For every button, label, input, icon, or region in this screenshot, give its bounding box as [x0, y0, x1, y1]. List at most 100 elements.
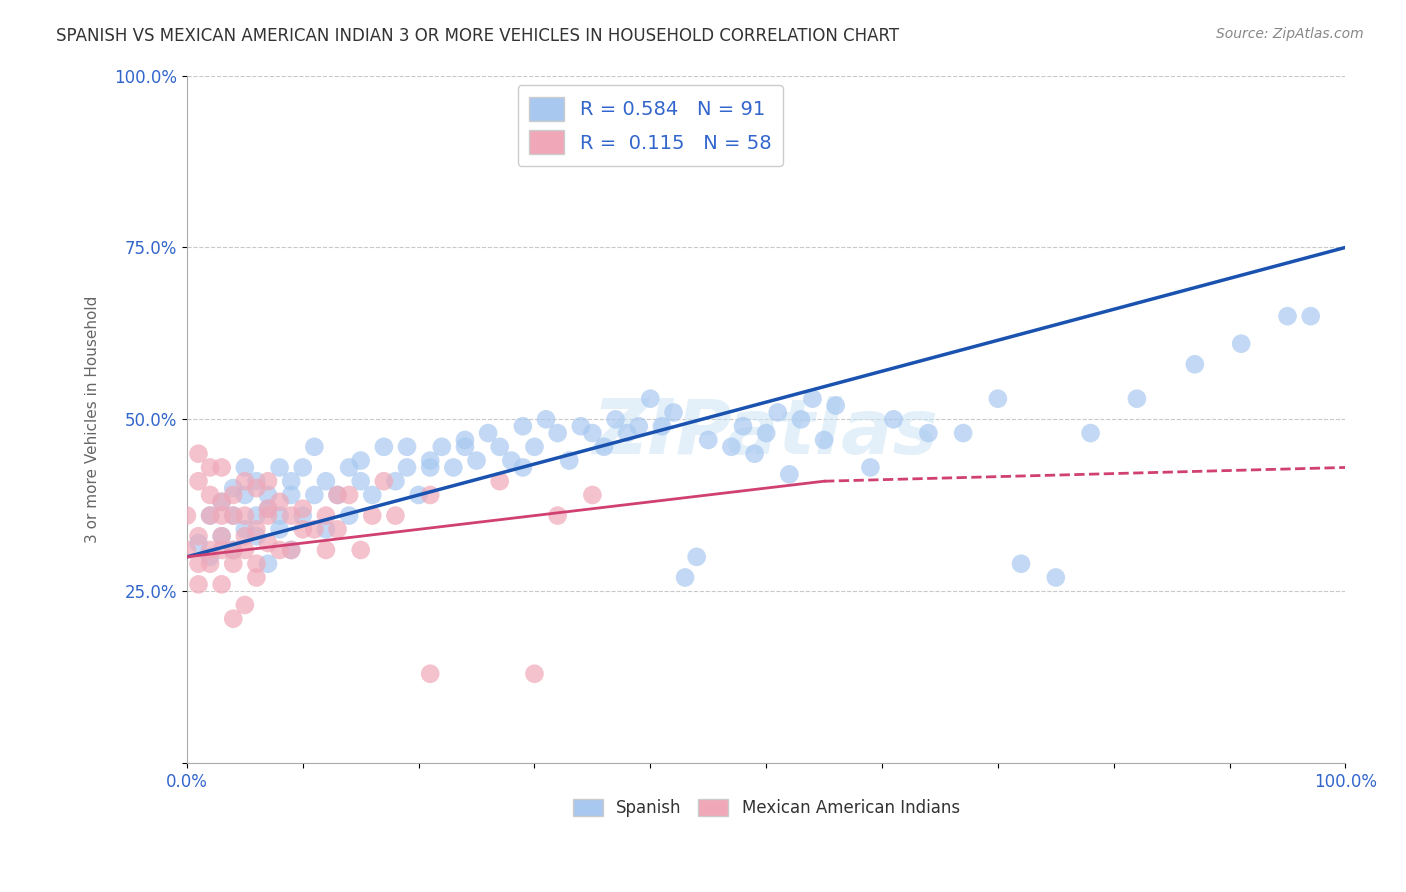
- Point: [315, 522, 337, 536]
- Point: [198, 508, 221, 523]
- Point: [326, 488, 349, 502]
- Point: [233, 522, 256, 536]
- Point: [350, 474, 373, 488]
- Point: [673, 570, 696, 584]
- Point: [280, 488, 302, 502]
- Point: [488, 440, 510, 454]
- Point: [233, 488, 256, 502]
- Point: [593, 440, 616, 454]
- Point: [419, 666, 441, 681]
- Point: [269, 543, 291, 558]
- Point: [465, 453, 488, 467]
- Point: [233, 543, 256, 558]
- Point: [824, 399, 846, 413]
- Point: [581, 488, 603, 502]
- Point: [280, 474, 302, 488]
- Point: [408, 488, 430, 502]
- Point: [430, 440, 453, 454]
- Point: [315, 474, 337, 488]
- Point: [1126, 392, 1149, 406]
- Point: [744, 447, 766, 461]
- Point: [245, 529, 267, 543]
- Point: [198, 488, 221, 502]
- Point: [395, 440, 418, 454]
- Point: [547, 426, 569, 441]
- Point: [187, 536, 209, 550]
- Point: [280, 543, 302, 558]
- Point: [291, 501, 314, 516]
- Point: [1010, 557, 1032, 571]
- Point: [605, 412, 627, 426]
- Point: [187, 577, 209, 591]
- Point: [952, 426, 974, 441]
- Point: [419, 453, 441, 467]
- Point: [245, 522, 267, 536]
- Point: [1045, 570, 1067, 584]
- Point: [187, 557, 209, 571]
- Point: [755, 426, 778, 441]
- Point: [269, 522, 291, 536]
- Point: [512, 419, 534, 434]
- Point: [257, 501, 280, 516]
- Point: [523, 666, 546, 681]
- Point: [269, 495, 291, 509]
- Point: [198, 543, 221, 558]
- Point: [233, 508, 256, 523]
- Point: [245, 474, 267, 488]
- Point: [280, 543, 302, 558]
- Point: [233, 460, 256, 475]
- Point: [257, 508, 280, 523]
- Point: [720, 440, 742, 454]
- Point: [512, 460, 534, 475]
- Point: [326, 488, 349, 502]
- Point: [280, 508, 302, 523]
- Point: [697, 433, 720, 447]
- Point: [501, 453, 523, 467]
- Point: [801, 392, 824, 406]
- Point: [211, 508, 233, 523]
- Point: [222, 543, 245, 558]
- Point: [211, 543, 233, 558]
- Point: [488, 474, 510, 488]
- Point: [187, 447, 209, 461]
- Point: [211, 495, 233, 509]
- Point: [257, 474, 280, 488]
- Point: [222, 543, 245, 558]
- Point: [245, 570, 267, 584]
- Point: [211, 460, 233, 475]
- Point: [523, 440, 546, 454]
- Point: [558, 453, 581, 467]
- Point: [337, 488, 360, 502]
- Point: [419, 460, 441, 475]
- Point: [766, 405, 789, 419]
- Point: [640, 392, 662, 406]
- Point: [315, 508, 337, 523]
- Point: [198, 460, 221, 475]
- Point: [454, 440, 477, 454]
- Point: [419, 488, 441, 502]
- Point: [291, 508, 314, 523]
- Point: [454, 433, 477, 447]
- Point: [361, 488, 384, 502]
- Point: [176, 508, 198, 523]
- Point: [731, 419, 754, 434]
- Point: [917, 426, 939, 441]
- Point: [662, 405, 685, 419]
- Point: [350, 453, 373, 467]
- Point: [222, 481, 245, 495]
- Point: [315, 543, 337, 558]
- Point: [211, 529, 233, 543]
- Point: [291, 522, 314, 536]
- Point: [211, 495, 233, 509]
- Point: [304, 522, 326, 536]
- Point: [441, 460, 464, 475]
- Point: [222, 508, 245, 523]
- Point: [1299, 309, 1322, 323]
- Point: [685, 549, 707, 564]
- Point: [534, 412, 557, 426]
- Point: [257, 557, 280, 571]
- Point: [233, 598, 256, 612]
- Point: [1277, 309, 1299, 323]
- Point: [187, 529, 209, 543]
- Point: [384, 474, 406, 488]
